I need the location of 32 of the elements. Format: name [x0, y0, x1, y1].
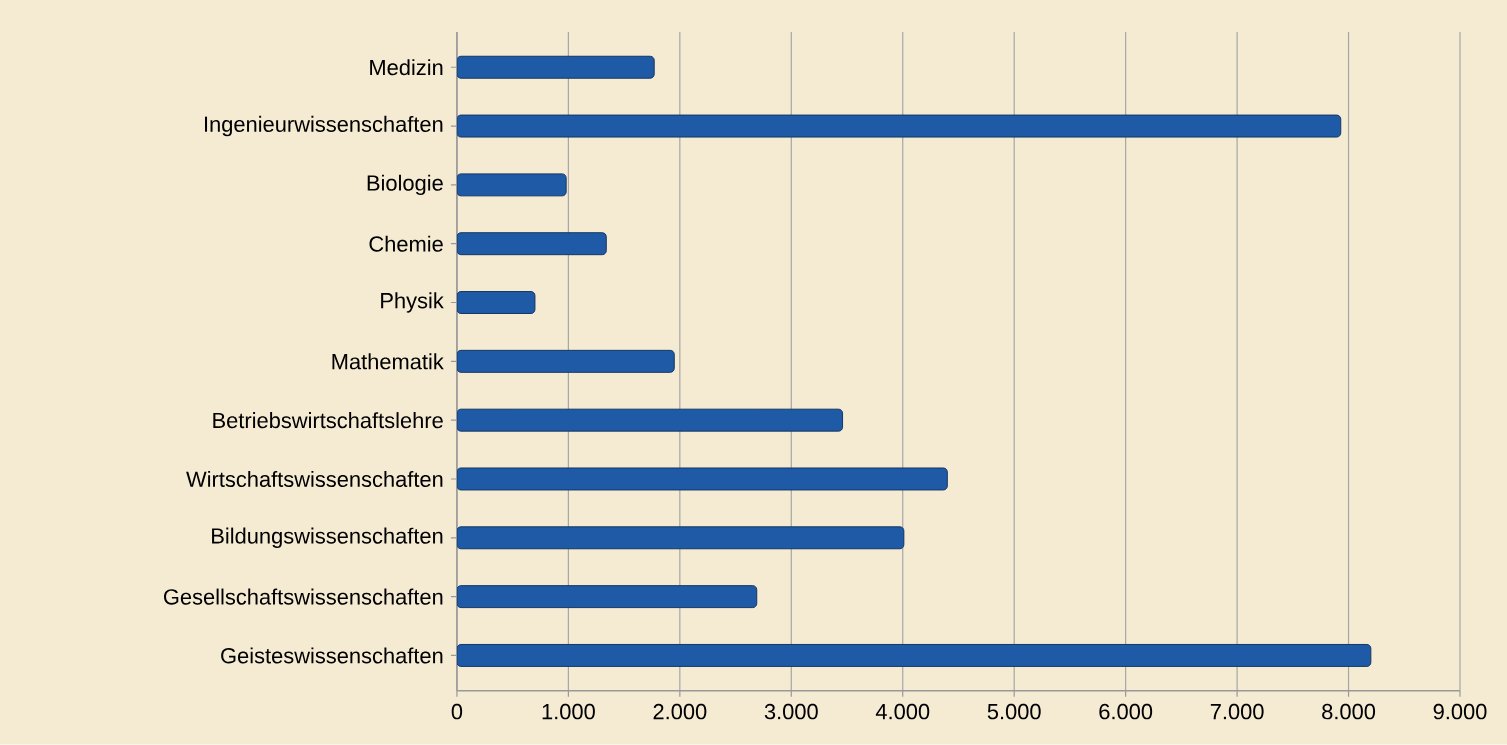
y-tick-label: Mathematik — [332, 353, 444, 370]
bar — [456, 55, 655, 79]
bar — [456, 291, 536, 315]
bar — [456, 173, 567, 197]
bar — [456, 350, 675, 373]
y-tick-label: Bildungswissenschaften — [212, 527, 443, 549]
y-tick-label: Biologie — [367, 174, 443, 196]
x-tick-label: 7.000 — [1210, 704, 1264, 720]
x-tick-label: 2.000 — [653, 704, 707, 720]
bar — [456, 232, 607, 256]
y-tick-label: Ingenieurwissenschaften — [204, 116, 443, 137]
x-tick-label: 1.000 — [542, 704, 595, 720]
y-tick-label: Gesellschaftswissenschaften — [164, 588, 443, 605]
bar — [456, 585, 758, 609]
y-tick-label: Chemie — [369, 235, 443, 252]
x-tick-label: 0 — [451, 704, 463, 720]
x-tick-label: 3.000 — [764, 704, 818, 720]
x-tick-label: 8.000 — [1322, 704, 1376, 720]
bar — [456, 526, 905, 550]
bar — [456, 644, 1372, 668]
x-tick-label: 6.000 — [1099, 704, 1153, 720]
x-tick-label: 4.000 — [875, 704, 930, 720]
y-tick-label: Geisteswissenschaften — [221, 647, 443, 664]
x-tick-label: 9.000 — [1433, 704, 1487, 720]
y-tick-label: Wirtschaftswissenschaften — [186, 471, 443, 488]
bar — [456, 467, 948, 491]
y-tick-label: Physik — [381, 292, 444, 313]
x-tick-label: 5.000 — [987, 704, 1041, 720]
y-tick-label: Medizin — [370, 59, 443, 76]
y-tick-label: Betriebswirtschaftslehre — [213, 412, 443, 429]
bar — [456, 114, 1342, 138]
bar — [456, 408, 844, 432]
